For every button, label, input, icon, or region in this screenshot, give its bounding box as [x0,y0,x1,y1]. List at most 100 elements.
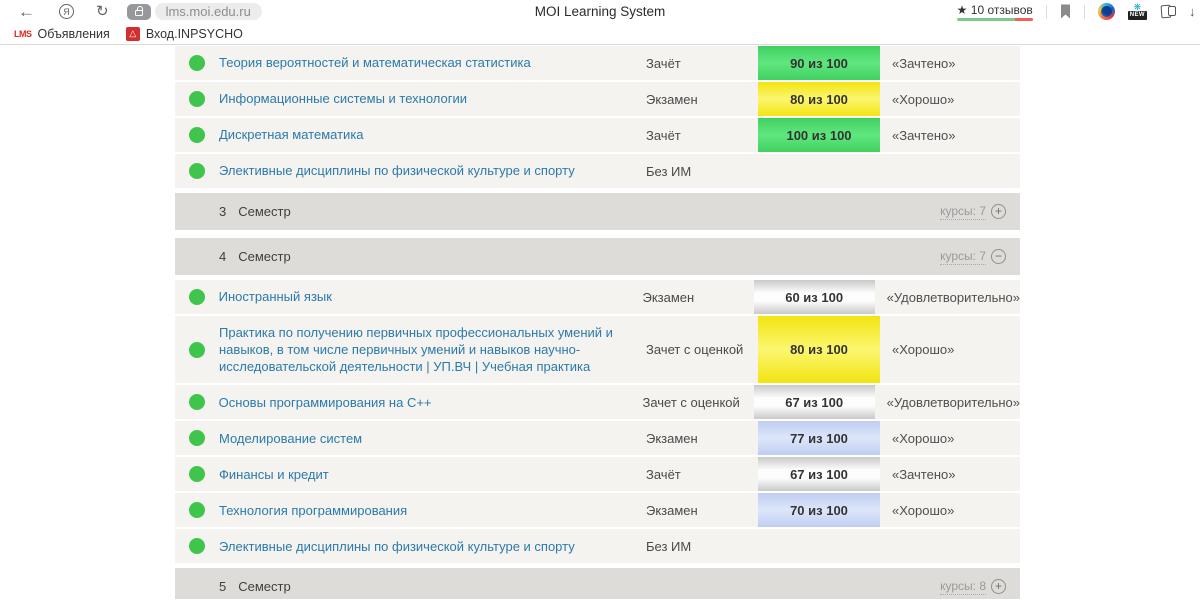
grade-text: «Удовлетворительно» [886,289,1020,305]
table-row: Моделирование систем Экзамен 77 из 100 «Хор… [175,421,1020,456]
status-dot-icon [189,466,205,483]
reviews-button[interactable]: ★ 10 отзывов [956,2,1033,21]
course-link[interactable]: Элективные дисциплины по физической куль… [219,163,575,179]
lms-page: Теория вероятностей и математическая ста… [0,45,1200,599]
lms-favicon: LMS [14,28,32,39]
grade-text: «Хорошо» [892,430,955,446]
course-title-cell: Информационные системы и технологии [219,82,646,116]
collections-icon[interactable] [1160,4,1176,19]
table-row: Основы программирования на C++ Зачет с оц… [175,385,1020,420]
exam-type: Экзамен [646,502,698,518]
score-cell: 80 из 100 [758,316,880,384]
status-cell [175,316,219,383]
exam-type: Экзамен [646,430,698,446]
bookmark-announcements[interactable]: LMS Объявления [10,27,114,41]
exam-type: Зачет с оценкой [642,394,740,410]
status-dot-icon [188,394,205,411]
status-dot-icon [188,289,205,305]
divider [1045,4,1047,19]
snowflake-icon: ❋ [1133,2,1142,12]
course-link[interactable]: Информационные системы и технологии [219,91,467,107]
status-dot-icon [189,341,205,358]
toolbar-right-cluster: ★ 10 отзывов ❋ NEW ↓ [956,0,1200,23]
status-cell [175,82,219,116]
score-cell: 100 из 100 [758,118,880,152]
bookmark-flag-icon[interactable] [1060,4,1071,19]
status-cell [175,421,219,455]
course-title-cell: Элективные дисциплины по физической куль… [219,154,646,188]
score-cell: 67 из 100 [753,385,875,420]
yandex-search-icon[interactable]: Я [59,4,74,19]
bookmark-inpsycho[interactable]: △ Вход.INPSYCHO [122,26,247,41]
expand-icon[interactable]: + [991,204,1006,219]
grade-text: «Хорошо» [892,502,955,518]
semester-number: 4 [219,249,227,264]
extension-new-icon[interactable]: ❋ NEW [1127,2,1147,20]
grade-text: «Зачтено» [892,55,956,71]
score-badge: 67 из 100 [753,385,875,420]
course-link[interactable]: Иностранный язык [218,289,332,305]
back-button[interactable]: ← [10,3,43,20]
semester-controls: курсы: 8 + [940,579,1006,595]
course-link[interactable]: Технология программирования [219,502,408,518]
status-cell [175,529,219,563]
refresh-button[interactable]: ↻ [88,4,117,19]
course-title-cell: Дискретная математика [219,118,646,152]
downloads-icon[interactable]: ↓ [1189,4,1200,19]
exam-type: Зачёт [646,466,681,482]
star-icon: ★ [956,2,968,17]
status-dot-icon [189,55,205,71]
courses-count-link[interactable]: курсы: 7 [940,248,986,265]
exam-type: Без ИМ [646,163,692,179]
exam-type: Без ИМ [646,538,692,554]
semester-row[interactable]: 4 Семестр курсы: 7− [175,238,1020,275]
status-dot-icon [189,127,205,143]
status-cell [175,385,219,419]
new-badge: NEW [1127,11,1147,20]
grades-table: Теория вероятностей и математическая ста… [175,45,1020,599]
browser-toolbar: ← Я ↻ lms.moi.edu.ru MOI Learning System… [0,0,1200,23]
table-row: Теория вероятностей и математическая ста… [175,46,1020,80]
grade-text [880,529,1020,563]
address-bar[interactable]: lms.moi.edu.ru [154,3,262,20]
course-link[interactable]: Практика по получению первичных професси… [219,325,613,375]
course-link[interactable]: Элективные дисциплины по физической куль… [219,538,575,554]
course-title-cell: Практика по получению первичных професси… [219,316,646,383]
grade-text [880,154,1020,188]
score-badge: 77 из 100 [758,421,880,456]
course-link[interactable]: Теория вероятностей и математическая ста… [219,55,531,71]
score-cell: 90 из 100 [758,46,880,80]
expand-icon[interactable]: + [991,579,1006,595]
lock-icon[interactable] [126,3,151,20]
courses-count-link[interactable]: курсы: 7 [940,203,986,220]
exam-type: Экзамен [646,91,698,107]
course-link[interactable]: Основы программирования на C++ [218,394,432,410]
course-link[interactable]: Дискретная математика [219,127,364,143]
semester-controls: курсы: 7− [940,249,1006,265]
score-cell [758,529,880,563]
semester-row[interactable]: 5 Семестр курсы: 8 + [175,568,1020,599]
status-cell [175,493,219,527]
table-row: Практика по получению первичных професси… [175,316,1020,384]
course-title-cell: Технология программирования [219,493,646,527]
grade-text: «Зачтено» [892,466,956,482]
status-dot-icon [189,502,205,519]
status-dot-icon [189,163,205,179]
courses-count-link[interactable]: курсы: 8 [940,578,986,595]
status-dot-icon [189,91,205,107]
score-badge: 80 из 100 [758,82,880,116]
semester-row[interactable]: 3 Семестр курсы: 7 + [175,193,1020,230]
table-row: Технология программирования Экзамен 70 из … [175,493,1020,528]
semester-label: Семестр [238,579,291,595]
course-link[interactable]: Моделирование систем [219,430,363,446]
status-dot-icon [189,538,205,555]
course-title-cell: Элективные дисциплины по физической куль… [219,529,646,563]
collapse-icon[interactable]: − [991,249,1006,264]
extension-blue-sphere-icon[interactable] [1097,3,1115,20]
course-title-cell: Финансы и кредит [219,457,646,491]
score-cell [758,154,880,188]
status-cell [175,46,219,80]
exam-type: Зачёт [646,55,681,71]
course-link[interactable]: Финансы и кредит [219,466,329,482]
score-cell: 67 из 100 [758,457,880,492]
